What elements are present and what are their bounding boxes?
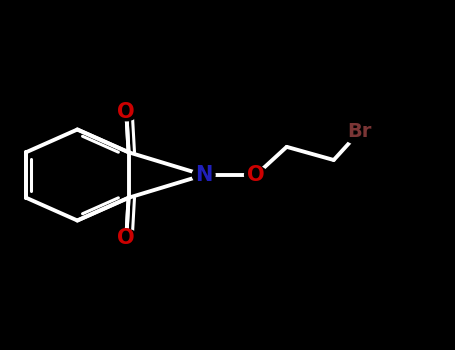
Circle shape — [245, 166, 268, 184]
Circle shape — [115, 229, 138, 247]
Text: O: O — [247, 165, 265, 185]
Text: N: N — [195, 165, 212, 185]
Text: O: O — [117, 102, 135, 122]
Circle shape — [343, 118, 377, 145]
Text: O: O — [117, 228, 135, 248]
Text: Br: Br — [348, 122, 372, 141]
Circle shape — [192, 166, 215, 184]
Circle shape — [115, 103, 138, 121]
